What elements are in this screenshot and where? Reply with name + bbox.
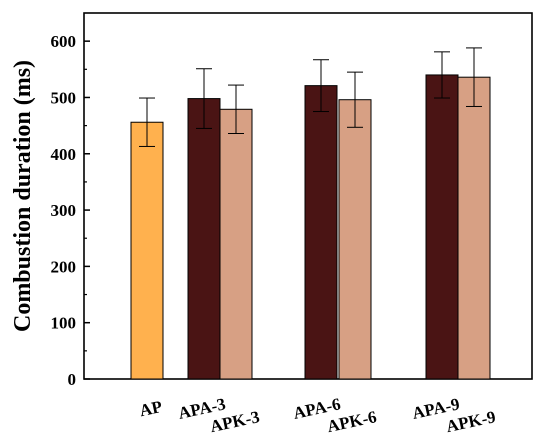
y-tick-label-400: 400 <box>51 145 77 164</box>
y-tick-label-100: 100 <box>51 314 77 333</box>
y-axis: 0 100 200 300 400 500 600 <box>51 32 90 389</box>
y-tick-label-0: 0 <box>68 370 77 389</box>
y-axis-title: Combustion duration (ms) <box>10 60 36 332</box>
y-tick-label-600: 600 <box>51 32 77 51</box>
y-tick-label-200: 200 <box>51 257 77 276</box>
y-tick-label-500: 500 <box>51 88 77 107</box>
bars-group <box>130 47 491 380</box>
bar-APA-9 <box>425 74 459 380</box>
x-label-AP: AP <box>138 397 164 420</box>
bar-APA-6 <box>304 85 338 380</box>
bar-APA-3 <box>187 98 221 380</box>
bar-APK-9 <box>457 76 491 380</box>
bar-APK-6 <box>338 99 372 380</box>
bar-AP <box>130 121 164 380</box>
bar-APK-3 <box>219 108 253 380</box>
y-tick-label-300: 300 <box>51 201 77 220</box>
